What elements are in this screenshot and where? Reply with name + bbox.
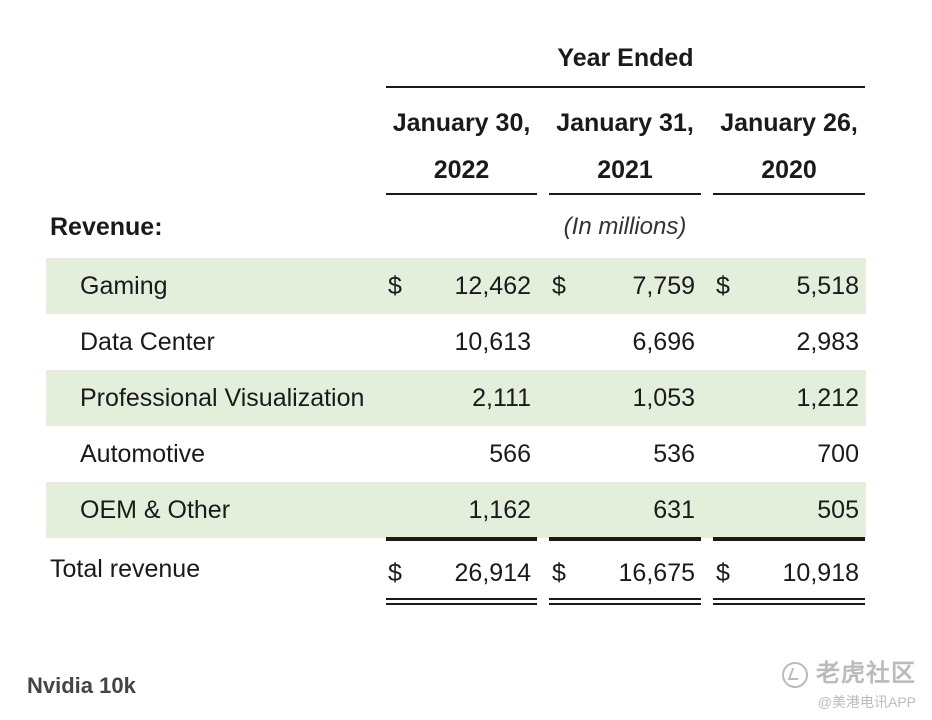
value-2020: 5,518: [796, 272, 859, 300]
column-header-line1: January 31,: [556, 109, 694, 137]
watermark-brand: 老虎社区: [816, 660, 916, 687]
column-header-2020: January 26, 2020: [713, 100, 865, 194]
column-header-line1: January 26,: [720, 109, 858, 137]
year-ended-header: Year Ended: [557, 44, 694, 72]
row-label: OEM & Other: [80, 496, 231, 524]
section-label: Revenue:: [50, 213, 163, 241]
table-row: OEM & Other 1,162 631 505: [46, 482, 866, 538]
value-2020: 700: [817, 440, 859, 468]
caption: Nvidia 10k: [27, 673, 136, 698]
subtotal-rule: [549, 537, 701, 541]
table-row: Professional Visualization 2,111 1,053 1…: [46, 370, 866, 426]
value-2022: 566: [489, 440, 531, 468]
watermark-brand-row: 老虎社区: [782, 653, 916, 688]
value-2021: 631: [653, 496, 695, 524]
currency-symbol: $: [388, 559, 402, 587]
column-header-2021: January 31, 2021: [549, 100, 701, 194]
value-2022: 1,162: [468, 496, 531, 524]
units-note: (In millions): [563, 213, 687, 240]
row-label: Professional Visualization: [80, 384, 365, 412]
brand-logo-icon: [782, 661, 808, 688]
currency-symbol: $: [716, 559, 730, 587]
column-rule: [713, 193, 865, 195]
total-2020: 10,918: [782, 559, 859, 587]
header-rule: [386, 86, 865, 88]
double-rule-top: [549, 598, 701, 600]
subtotal-rule: [713, 537, 865, 541]
currency-symbol: $: [716, 272, 730, 300]
column-rule: [549, 193, 701, 195]
value-2022: 12,462: [454, 272, 531, 300]
double-rule-top: [713, 598, 865, 600]
column-rule: [386, 193, 537, 195]
column-header-line2: 2022: [433, 156, 490, 184]
column-header-line1: January 30,: [392, 109, 531, 137]
value-2020: 505: [817, 496, 859, 524]
value-2021: 7,759: [632, 272, 695, 300]
table-row: Automotive 566 536 700: [46, 426, 866, 482]
total-label: Total revenue: [50, 555, 201, 583]
value-2021: 1,053: [632, 384, 695, 412]
total-2022: 26,914: [454, 559, 531, 587]
row-label: Data Center: [80, 328, 215, 356]
double-rule-top: [386, 598, 537, 600]
watermark-source: @美港电讯APP: [817, 694, 916, 710]
row-label: Gaming: [80, 272, 168, 300]
table-row: Gaming $ 12,462 $ 7,759 $ 5,518: [46, 258, 866, 314]
column-header-line2: 2020: [761, 156, 817, 184]
subtotal-rule: [386, 537, 537, 541]
double-rule-bottom: [549, 603, 701, 605]
currency-symbol: $: [552, 272, 566, 300]
value-2021: 536: [653, 440, 695, 468]
value-2020: 1,212: [796, 384, 859, 412]
total-2021: 16,675: [618, 559, 695, 587]
value-2022: 2,111: [472, 384, 531, 412]
column-header-2022: January 30, 2022: [386, 100, 537, 194]
currency-symbol: $: [388, 272, 402, 300]
value-2020: 2,983: [796, 328, 859, 356]
double-rule-bottom: [713, 603, 865, 605]
value-2022: 10,613: [454, 328, 531, 356]
currency-symbol: $: [552, 559, 566, 587]
row-label: Automotive: [80, 440, 206, 468]
total-row: $ 26,914 $ 16,675 $ 10,918: [46, 545, 866, 601]
double-rule-bottom: [386, 603, 537, 605]
table-row: Data Center 10,613 6,696 2,983: [46, 314, 866, 370]
column-header-line2: 2021: [597, 156, 653, 184]
watermark: 老虎社区 @美港电讯APP: [782, 653, 916, 712]
value-2021: 6,696: [632, 328, 695, 356]
